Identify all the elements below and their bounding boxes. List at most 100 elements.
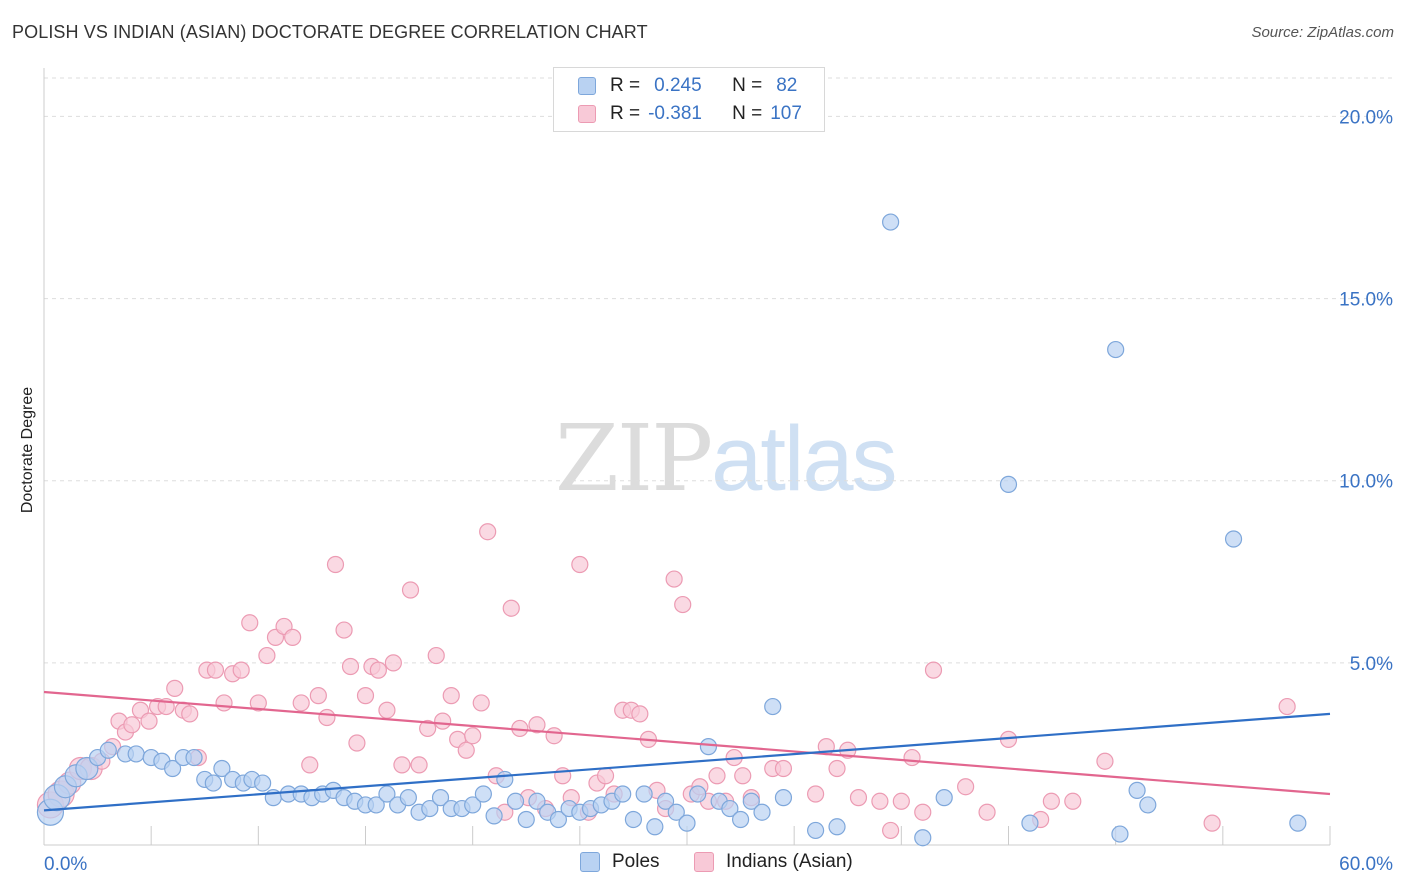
- indians-n-value: 107: [770, 103, 802, 124]
- y-tick-label: 20.0%: [1339, 107, 1393, 128]
- indians-point: [464, 727, 482, 745]
- indians-point: [335, 621, 353, 639]
- indians-point: [957, 778, 975, 796]
- indians-point: [1203, 814, 1221, 832]
- indians-point: [181, 705, 199, 723]
- indians-point: [166, 679, 184, 697]
- indians-point: [882, 821, 900, 840]
- watermark-zip: ZIP: [555, 405, 713, 512]
- indians-point: [631, 705, 649, 723]
- poles-point: [689, 785, 707, 803]
- indians-point: [1042, 792, 1060, 810]
- legend-item-poles[interactable]: Poles: [580, 851, 660, 873]
- correlation-legend: R = 0.245 N = 82 R = -0.381 N = 107: [553, 67, 825, 132]
- indians-point: [472, 694, 490, 712]
- poles-point: [667, 803, 685, 821]
- poles-points: [36, 213, 1307, 847]
- indians-point: [442, 687, 460, 705]
- indians-point: [528, 716, 546, 734]
- watermark-atlas: atlas: [711, 408, 897, 510]
- y-tick-label: 5.0%: [1350, 654, 1393, 675]
- poles-point: [828, 818, 846, 836]
- poles-point: [506, 792, 525, 810]
- poles-point: [485, 807, 503, 825]
- poles-trend-line: [43, 712, 1331, 812]
- indians-point: [434, 712, 452, 730]
- indians-point: [849, 789, 868, 807]
- indians-point: [924, 661, 943, 679]
- indians-point: [309, 687, 327, 705]
- poles-point: [656, 792, 675, 810]
- poles-point: [517, 810, 535, 829]
- indians-point: [401, 581, 420, 599]
- indians-point: [369, 661, 387, 679]
- legend-item-indians[interactable]: Indians (Asian): [694, 851, 853, 873]
- indians-point: [978, 803, 996, 821]
- poles-point: [614, 785, 632, 803]
- indians-point: [140, 712, 158, 730]
- poles-swatch: [578, 77, 596, 95]
- indians-point: [903, 748, 921, 767]
- indians-point: [427, 646, 445, 665]
- poles-point: [806, 821, 825, 840]
- indians-point: [479, 523, 497, 541]
- indians-point: [215, 694, 233, 712]
- indians-point: [871, 792, 889, 810]
- indians-point: [734, 767, 752, 785]
- poles-point: [213, 759, 231, 778]
- legend-row-indians: R = -0.381 N = 107: [578, 102, 802, 126]
- poles-point: [914, 829, 932, 847]
- indians-point: [341, 657, 360, 676]
- poles-point: [464, 796, 482, 814]
- x-tick-label: 0.0%: [44, 854, 87, 875]
- poles-point: [1107, 340, 1125, 359]
- indians-point: [774, 759, 793, 778]
- poles-point: [1139, 796, 1157, 814]
- indians-point: [378, 701, 396, 719]
- indians-point: [419, 719, 437, 738]
- indians-point: [1096, 752, 1114, 770]
- poles-point: [474, 785, 492, 803]
- n-label: N =: [732, 103, 763, 124]
- indians-point: [1064, 792, 1082, 810]
- indians-point: [545, 727, 563, 745]
- x-tick-label: 60.0%: [1339, 854, 1393, 875]
- poles-point: [421, 799, 439, 818]
- poles-point: [1111, 825, 1129, 843]
- y-tick-label: 15.0%: [1339, 290, 1393, 311]
- grid-lines: [44, 77, 1394, 664]
- indians-point: [596, 767, 615, 785]
- indians-point: [914, 803, 932, 821]
- indians-point: [393, 756, 411, 774]
- indians-point: [708, 767, 726, 785]
- poles-point: [1128, 781, 1146, 799]
- poles-point: [1289, 814, 1307, 832]
- tick-labels: 5.0% 10.0% 15.0% 20.0% 0.0% 60.0%: [44, 107, 1393, 875]
- indians-point: [356, 687, 375, 705]
- poles-point: [127, 745, 145, 763]
- indians-point: [249, 694, 267, 712]
- poles-r-value: 0.245: [654, 75, 702, 96]
- poles-point: [99, 741, 117, 759]
- indians-point: [410, 756, 428, 774]
- poles-point: [699, 738, 718, 756]
- indians-point: [457, 741, 475, 759]
- indians-point: [571, 555, 589, 574]
- legend-row-poles: R = 0.245 N = 82: [578, 74, 797, 98]
- source-label: Source: ZipAtlas.com: [1251, 24, 1394, 41]
- poles-point: [882, 213, 900, 231]
- indians-point: [301, 756, 319, 774]
- r-label: R =: [610, 103, 641, 124]
- poles-point: [549, 810, 568, 829]
- poles-point: [635, 785, 653, 803]
- poles-point: [496, 770, 514, 789]
- indians-swatch: [578, 105, 596, 123]
- indians-point: [123, 716, 141, 734]
- indians-point: [892, 792, 910, 810]
- indians-legend-swatch: [694, 852, 714, 872]
- indians-point: [674, 595, 692, 614]
- indians-point: [241, 614, 259, 632]
- poles-point: [678, 814, 696, 832]
- poles-point: [999, 475, 1018, 493]
